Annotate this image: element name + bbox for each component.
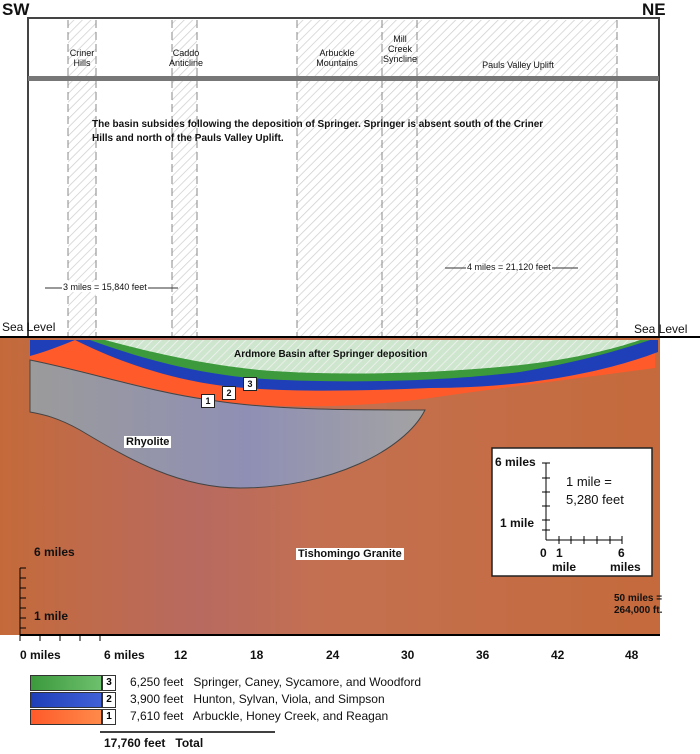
x-axis-42: 42 [551,648,565,662]
legend-total-label: Total [175,736,204,750]
inset-x1-unit: mile [552,560,577,574]
x-axis-12: 12 [174,648,188,662]
legend-text-2: 3,900 feet Hunton, Sylvan, Viola, and Si… [130,692,385,706]
feature-arbuckle-mountains: Arbuckle Mountains [316,48,358,68]
x-axis-6: 6 miles [104,648,145,662]
legend-num-3: 3 [102,675,116,691]
legend-num-1: 1 [102,709,116,725]
legend-thickness-2: 3,900 feet [130,692,184,706]
caption: The basin subsides following the deposit… [92,119,544,144]
x-axis-0: 0 miles [20,648,61,662]
legend-formations-3: Springer, Caney, Sycamore, and Woodford [193,675,422,689]
legend-row-1: 1 7,610 feet Arbuckle, Honey Creek, and … [30,709,480,725]
legend-formations-2: Hunton, Sylvan, Viola, and Simpson [193,692,385,706]
legend-swatch-1 [30,709,102,725]
layer-marker-3: 3 [243,377,257,391]
scale-note-left: 3 miles = 15,840 feet [62,282,148,292]
legend-thickness-1: 7,610 feet [130,709,184,723]
total-scale-2: 264,000 ft. [614,605,663,616]
band-caddo-anticline [172,20,197,338]
header-divider [28,76,659,81]
x-axis-24: 24 [326,648,340,662]
legend-total-value: 17,760 feet [104,736,166,750]
scale-note-right: 4 miles = 21,120 feet [466,262,552,272]
feature-criner-hills: Criner Hills [69,48,95,68]
layer-marker-2: 2 [222,386,236,400]
feature-caddo-anticline: Caddo Anticline [168,48,204,68]
feature-mill-creek-syncline: Mill Creek Syncline [382,34,418,64]
rhyolite-label: Rhyolite [124,436,172,448]
inset-x6: 6 [618,546,625,560]
granite-label: Tishomingo Granite [296,548,404,560]
inset-equation-1: 1 mile = [566,474,612,489]
inset-equation-2: 5,280 feet [566,492,624,507]
x-axis-48: 48 [625,648,639,662]
legend-formations-1: Arbuckle, Honey Creek, and Reagan [192,709,389,723]
x-axis-18: 18 [250,648,264,662]
legend-thickness-3: 6,250 feet [130,675,184,689]
band-arbuckle-pauls [297,20,617,338]
legend-row-2: 2 3,900 feet Hunton, Sylvan, Viola, and … [30,692,480,708]
x-axis-30: 30 [401,648,415,662]
legend-swatch-3 [30,675,102,691]
feature-pauls-valley-uplift: Pauls Valley Uplift [482,60,554,70]
inset-top-label: 6 miles [495,455,536,469]
legend-text-3: 6,250 feet Springer, Caney, Sycamore, an… [130,675,421,689]
corner-sw: SW [2,0,30,19]
sea-level-left: Sea Level [2,320,56,334]
inset-x6-unit: miles [610,560,641,574]
layer-marker-1: 1 [201,394,215,408]
sea-level-right: Sea Level [634,322,688,336]
corner-ne: NE [642,0,666,19]
left-axis-top: 6 miles [34,545,75,559]
basin-title: Ardmore Basin after Springer deposition [234,349,428,360]
inset-bottom-label: 1 mile [500,516,535,530]
left-axis-bottom: 1 mile [34,609,69,623]
inset-x1: 1 [556,546,563,560]
legend-row-3: 3 6,250 feet Springer, Caney, Sycamore, … [30,675,480,691]
inset-x0: 0 [540,546,547,560]
legend-total: 17,760 feet Total [104,736,203,750]
x-axis-36: 36 [476,648,490,662]
legend-text-1: 7,610 feet Arbuckle, Honey Creek, and Re… [130,709,388,723]
rhyolite-body [29,359,426,489]
scale-inset [491,447,653,577]
legend-num-2: 2 [102,692,116,708]
total-scale-1: 50 miles = [614,593,663,604]
legend-swatch-2 [30,692,102,708]
